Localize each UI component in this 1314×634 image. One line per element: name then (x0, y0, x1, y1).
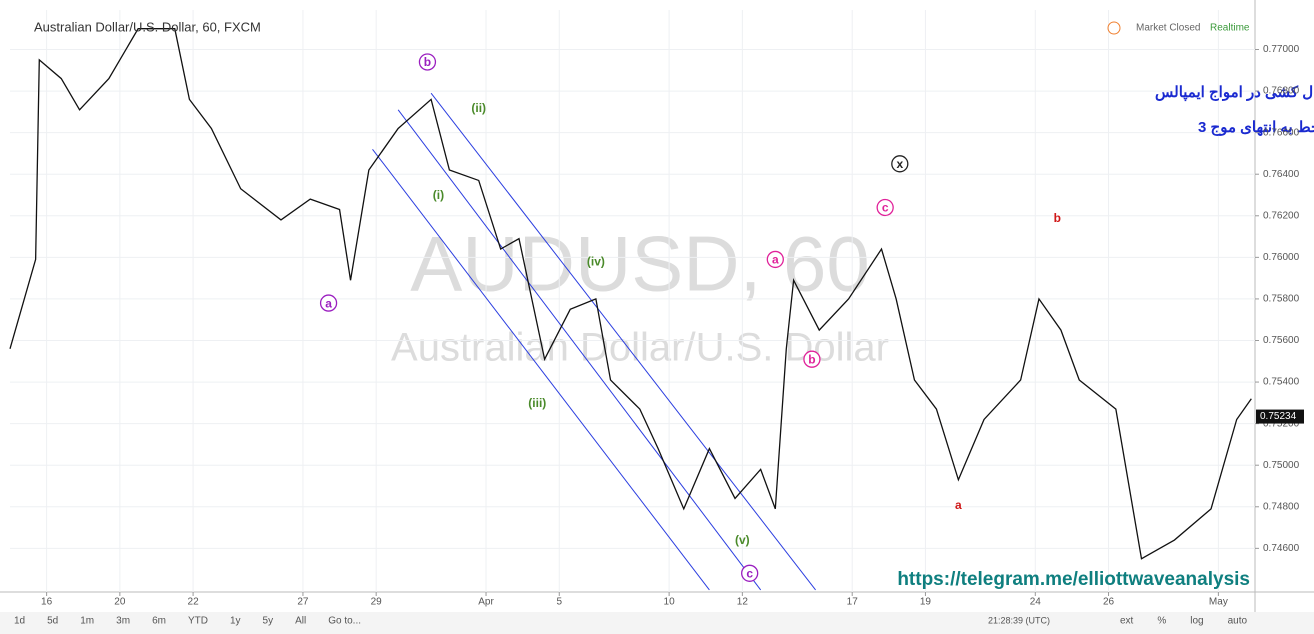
option-button[interactable]: auto (1228, 616, 1248, 627)
x-tick-label: 17 (847, 597, 859, 608)
channel-line (397, 109, 762, 591)
wave-circle (891, 155, 909, 173)
wave-label: b (1054, 211, 1061, 225)
range-button[interactable]: YTD (188, 616, 208, 627)
y-tick-label: 0.76000 (1263, 252, 1300, 263)
y-tick-label: 0.74600 (1263, 543, 1300, 554)
wave-label: c (746, 566, 753, 580)
range-button[interactable]: 3m (116, 616, 130, 627)
wave-label: b (808, 352, 815, 366)
x-tick-label: 27 (297, 597, 309, 608)
wave-label: b (424, 55, 431, 69)
wave-label: a (325, 296, 332, 310)
y-tick-label: 0.76400 (1263, 169, 1300, 180)
wave-label: x (896, 157, 903, 171)
x-tick-label: 24 (1030, 597, 1042, 608)
x-tick-label: 12 (737, 597, 749, 608)
wave-label: (v) (735, 533, 750, 547)
toolbar (0, 612, 1314, 634)
range-button[interactable]: 1d (14, 616, 25, 627)
option-button[interactable]: ext (1120, 616, 1134, 627)
wave-circle (766, 250, 784, 269)
wave-circle (741, 564, 759, 582)
wave-label: (i) (433, 188, 444, 202)
wave-circle (803, 350, 821, 368)
range-button[interactable]: 1y (230, 616, 241, 627)
x-tick-label: 19 (920, 597, 932, 608)
x-tick-label: 20 (114, 597, 126, 608)
wave-circle (876, 198, 894, 217)
watermark: AUDUSD, 60 (410, 220, 869, 308)
last-price-tag (1256, 409, 1304, 424)
y-tick-label: 0.76200 (1263, 210, 1300, 221)
wave-label: a (772, 253, 779, 267)
range-button[interactable]: 1m (80, 616, 94, 627)
wave-circle (319, 294, 338, 312)
range-button[interactable]: All (295, 616, 306, 627)
x-tick-label: 29 (371, 597, 383, 608)
wave-label: (iv) (587, 255, 605, 269)
url: https://telegram.me/elliottwaveanalysis (897, 569, 1250, 590)
channel-line (372, 148, 710, 591)
wave-label: (iii) (528, 396, 546, 410)
channel-line (430, 92, 816, 591)
last-price-label: 0.75234 (1260, 411, 1297, 422)
wave-label: (ii) (471, 101, 486, 115)
x-tick-label: 16 (41, 597, 53, 608)
x-tick-label: 26 (1103, 597, 1115, 608)
price-line (9, 28, 1252, 560)
chart-title: Australian Dollar/U.S. Dollar, 60, FXCM (34, 19, 261, 34)
x-tick-label: May (1209, 597, 1228, 608)
y-tick-label: 0.75400 (1263, 377, 1300, 388)
range-button[interactable]: 5y (263, 616, 274, 627)
clock: 21:28:39 (UTC) (988, 615, 1050, 625)
y-tick-label: 0.76600 (1263, 127, 1300, 138)
option-button[interactable]: log (1190, 616, 1203, 627)
y-tick-label: 0.75600 (1263, 335, 1300, 346)
wave-label: c (882, 201, 889, 215)
range-button[interactable]: 6m (152, 616, 166, 627)
range-button[interactable]: 5d (47, 616, 58, 627)
wave-circle (418, 53, 437, 71)
x-tick-label: Apr (478, 597, 494, 608)
x-tick-label: 22 (188, 597, 200, 608)
annotation: کانال کشی در امواج ایمپالس (1155, 84, 1314, 102)
x-tick-label: 5 (556, 597, 562, 608)
y-tick-label: 0.74800 (1263, 501, 1300, 512)
annotation: پس از اتمام موج سه انتقال همان خط به انت… (1198, 119, 1314, 137)
wave-label: a (955, 498, 962, 512)
y-tick-label: 0.77000 (1263, 44, 1300, 55)
y-tick-label: 0.75200 (1263, 418, 1300, 429)
feed: Realtime (1210, 23, 1250, 34)
status-icon (1107, 21, 1121, 35)
market-status: Market Closed (1136, 23, 1200, 34)
y-tick-label: 0.75800 (1263, 294, 1300, 305)
option-button[interactable]: % (1157, 616, 1166, 627)
x-tick-label: 10 (664, 597, 676, 608)
range-button[interactable]: Go to... (328, 616, 361, 627)
y-tick-label: 0.75000 (1263, 460, 1300, 471)
y-tick-label: 0.76800 (1263, 86, 1300, 97)
